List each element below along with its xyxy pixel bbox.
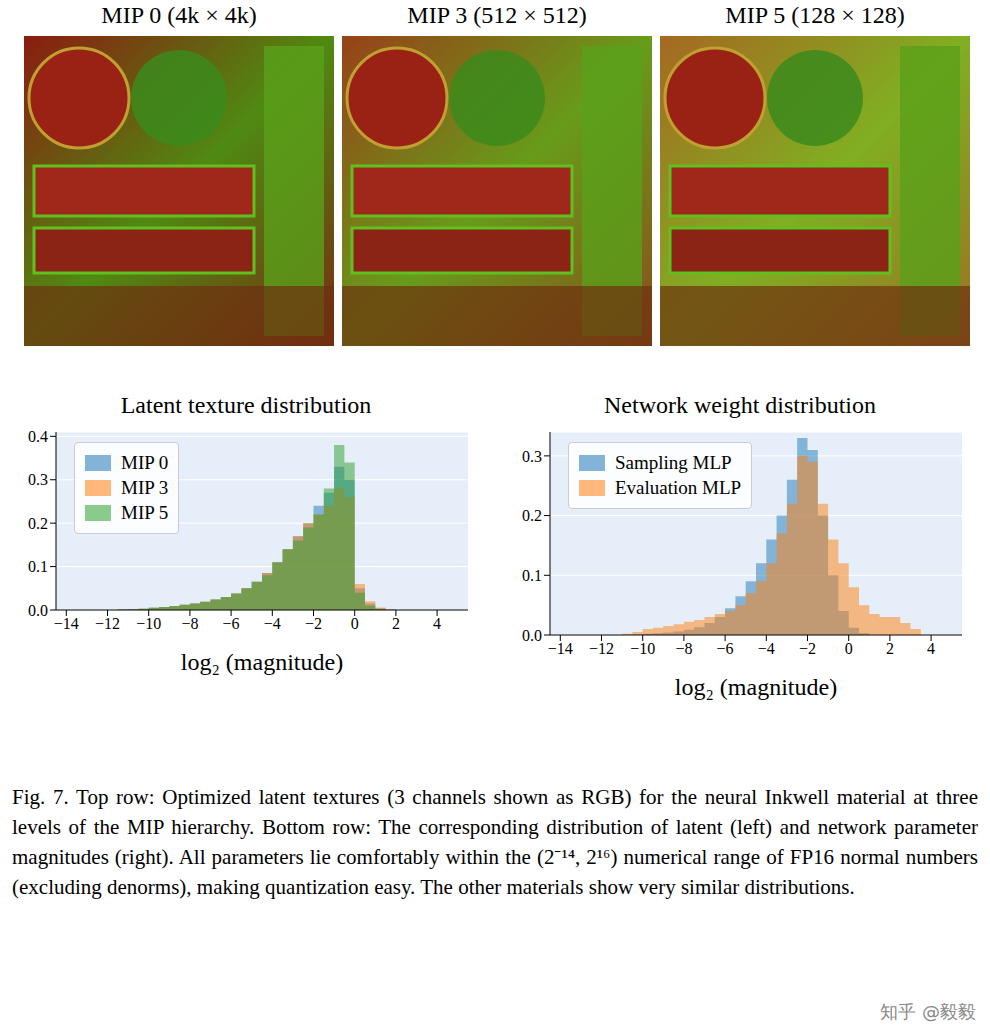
html-text:Network weight distribution: Network weight distribution [604, 392, 876, 418]
svg-text:0: 0 [351, 615, 359, 632]
svg-text:−6: −6 [223, 615, 240, 632]
svg-text:−14: −14 [548, 640, 573, 657]
svg-text:−10: −10 [136, 615, 161, 632]
html-text:Fig. 7. Top row: Optimized lat: Fig. 7. Top row: Optimized latent textur… [12, 785, 978, 899]
svg-text:4: 4 [927, 640, 935, 657]
svg-text:−10: −10 [630, 640, 655, 657]
svg-text:log₂ (magnitude): log₂ (magnitude) [675, 674, 837, 700]
svg-text:0.2: 0.2 [522, 507, 542, 524]
html-text:MIP 0: MIP 0 [121, 452, 169, 473]
svg-text:2: 2 [392, 615, 400, 632]
html-text:MIP 5: MIP 5 [121, 502, 169, 523]
svg-text:−8: −8 [181, 615, 198, 632]
html-text:MIP 3: MIP 3 [121, 477, 169, 498]
svg-text:2: 2 [886, 640, 894, 657]
svg-text:0.2: 0.2 [28, 515, 48, 532]
svg-text:−4: −4 [264, 615, 281, 632]
html-text:知乎 @毅毅: 知乎 @毅毅 [880, 1001, 976, 1022]
svg-text:0: 0 [845, 640, 853, 657]
svg-text:−14: −14 [54, 615, 79, 632]
html-text:MIP 5 (128 × 128): MIP 5 (128 × 128) [725, 2, 905, 28]
svg-text:0.3: 0.3 [522, 448, 542, 465]
html-text:MIP 3 (512 × 512): MIP 3 (512 × 512) [407, 2, 587, 28]
svg-text:0.3: 0.3 [28, 471, 48, 488]
svg-text:−4: −4 [758, 640, 775, 657]
svg-text:−12: −12 [589, 640, 614, 657]
svg-text:−2: −2 [305, 615, 322, 632]
svg-text:0.0: 0.0 [522, 627, 542, 644]
html-text:MIP 0 (4k × 4k): MIP 0 (4k × 4k) [101, 2, 257, 28]
html-text:Sampling MLP: Sampling MLP [615, 452, 732, 473]
svg-text:log₂ (magnitude): log₂ (magnitude) [181, 649, 343, 675]
svg-text:0.1: 0.1 [28, 558, 48, 575]
svg-text:−6: −6 [717, 640, 734, 657]
svg-text:0.0: 0.0 [28, 602, 48, 619]
html-text:Latent texture distribution: Latent texture distribution [120, 392, 372, 418]
svg-text:−2: −2 [799, 640, 816, 657]
svg-text:−12: −12 [95, 615, 120, 632]
svg-text:0.1: 0.1 [522, 567, 542, 584]
svg-text:−8: −8 [675, 640, 692, 657]
svg-text:4: 4 [433, 615, 441, 632]
html-text:Evaluation MLP: Evaluation MLP [615, 477, 742, 498]
svg-text:0.4: 0.4 [28, 428, 48, 445]
